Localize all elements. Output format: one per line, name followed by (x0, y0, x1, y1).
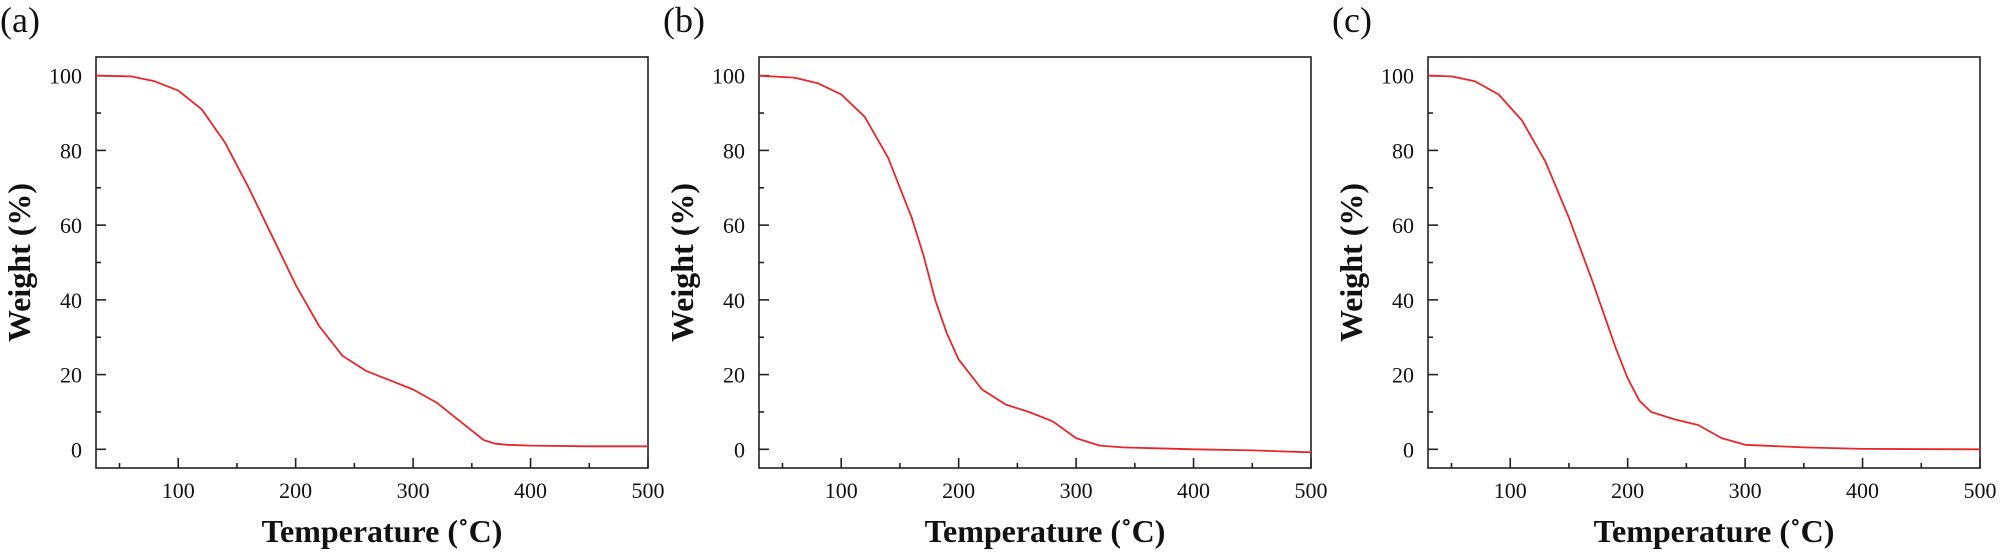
y-tick-label: 40 (723, 288, 745, 313)
y-tick-label: 80 (60, 138, 82, 163)
series-line-weight-curve (1427, 74, 1981, 451)
y-tick-label: 0 (1403, 437, 1414, 462)
panel-label: (c) (1332, 0, 1372, 40)
y-tick-label: 80 (1392, 138, 1414, 163)
y-tick-label: 20 (60, 363, 82, 388)
y-tick-label: 40 (1392, 288, 1414, 313)
x-tick-label: 100 (162, 478, 195, 503)
y-tick-label: 60 (60, 213, 82, 238)
x-tick-label: 400 (514, 478, 547, 503)
x-axis-title: Temperature (˚C) (262, 513, 503, 549)
y-tick-label: 60 (723, 213, 745, 238)
x-tick-label: 400 (1177, 478, 1210, 503)
panel-label: (a) (0, 0, 40, 40)
x-tick-label: 500 (1295, 478, 1328, 503)
y-axis-title: Weight (%) (1333, 183, 1369, 342)
chart-panel-3: (c) 100 200 300 400 500 0 20 40 60 80 100 Temperatur… (1332, 0, 1997, 549)
x-tick-label: 300 (1729, 478, 1762, 503)
x-tick-label: 500 (1964, 478, 1997, 503)
y-tick-label: 80 (723, 138, 745, 163)
x-tick-label: 100 (825, 478, 858, 503)
x-tick-label: 300 (397, 478, 430, 503)
y-tick-label: 20 (1392, 363, 1414, 388)
panel-label: (b) (663, 0, 705, 40)
plot-frame (95, 56, 649, 469)
y-tick-label: 100 (1381, 64, 1414, 89)
series-line-weight-curve (95, 74, 648, 448)
x-tick-label: 500 (632, 478, 665, 503)
y-axis-title: Weight (%) (1, 183, 37, 342)
x-tick-label: 200 (942, 478, 975, 503)
series-line-weight-curve (758, 74, 1312, 454)
x-tick-label: 200 (1611, 478, 1644, 503)
y-tick-label: 0 (71, 437, 82, 462)
x-axis-title: Temperature (˚C) (925, 513, 1166, 549)
chart-panel-1: (a) 100 200 300 400 500 0 20 40 60 80 100 Temperatur… (0, 0, 665, 549)
x-tick-label: 400 (1846, 478, 1879, 503)
y-tick-label: 20 (723, 363, 745, 388)
y-tick-label: 100 (49, 64, 82, 89)
y-tick-label: 40 (60, 288, 82, 313)
x-tick-label: 200 (279, 478, 312, 503)
x-tick-label: 100 (1494, 478, 1527, 503)
y-axis-title: Weight (%) (664, 183, 700, 342)
y-tick-label: 60 (1392, 213, 1414, 238)
plot-frame (1427, 56, 1981, 469)
plot-frame (758, 56, 1312, 469)
y-tick-label: 100 (712, 64, 745, 89)
x-axis-title: Temperature (˚C) (1594, 513, 1835, 549)
x-tick-label: 300 (1060, 478, 1093, 503)
chart-panel-2: (b) 100 200 300 400 500 0 20 40 60 80 100 Temperatur… (663, 0, 1328, 549)
y-tick-label: 0 (734, 437, 745, 462)
